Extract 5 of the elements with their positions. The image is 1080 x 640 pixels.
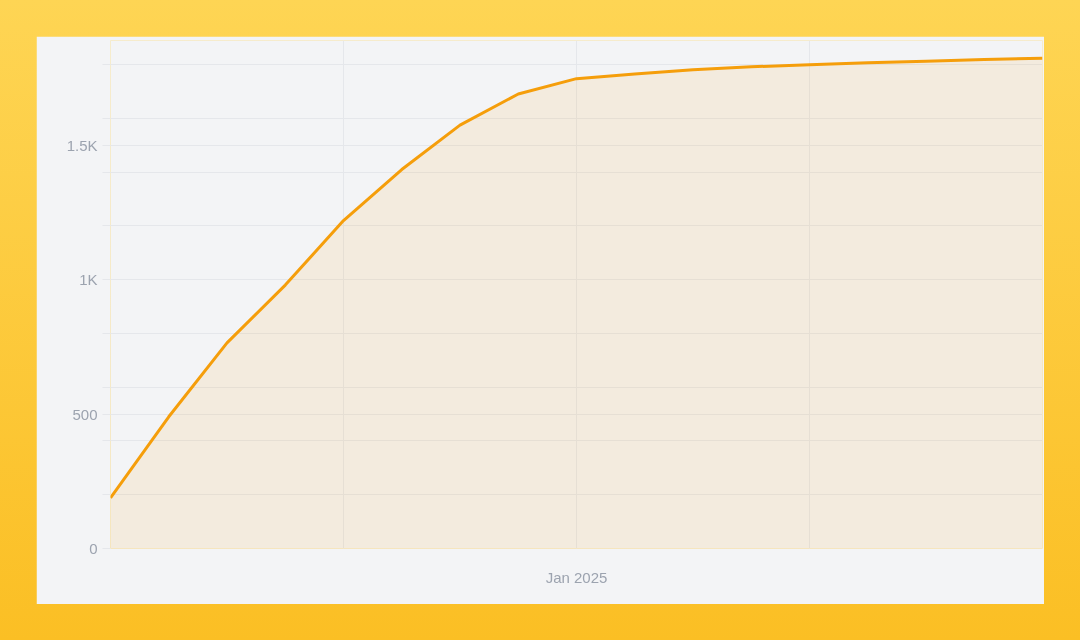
y-tick-label: 1.5K <box>66 136 98 154</box>
y-tick-label: 1K <box>79 271 98 289</box>
y-tick-label: 0 <box>89 540 98 557</box>
text: Jan 2025 <box>545 568 608 586</box>
y-tick-label: 500 <box>72 405 98 423</box>
